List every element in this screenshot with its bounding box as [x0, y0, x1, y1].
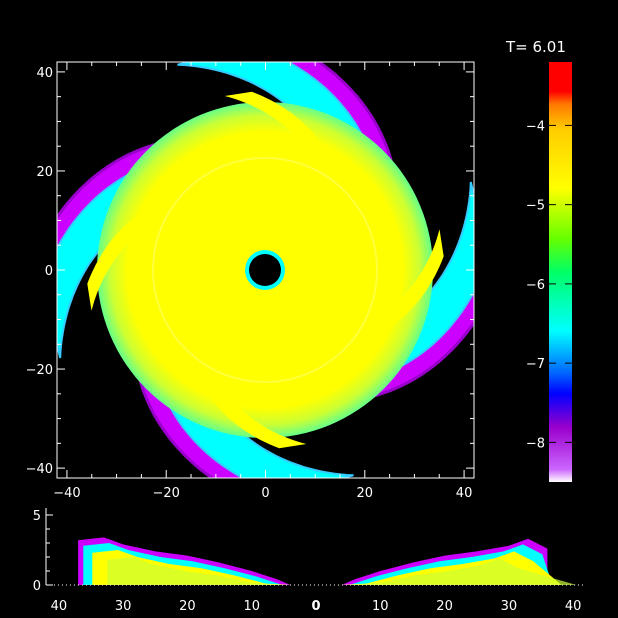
side-x-tick-label: 30 — [501, 599, 518, 614]
side-x-tick-label: 0 — [311, 599, 320, 614]
spiral-arm-core — [188, 317, 307, 449]
side-x-tick-labels: 40 30 20 10 0 10 20 30 40 — [51, 599, 582, 614]
colorbar: T= 6.01 −4 −5 −6 −7 −8 — [505, 38, 572, 482]
y-tick-label: −40 — [26, 462, 53, 477]
side-y-tick-label: 0 — [33, 579, 41, 594]
y-tick-label: 40 — [36, 66, 53, 81]
side-x-tick-label: 40 — [565, 599, 582, 614]
colorbar-tick-label: −7 — [526, 357, 545, 372]
x-tick-label: −20 — [152, 486, 179, 501]
spiral-arm-core — [224, 91, 343, 223]
main-ticks — [57, 62, 474, 478]
x-tick-label: 20 — [357, 486, 374, 501]
x-tick-label: 0 — [261, 486, 269, 501]
time-label: T= 6.01 — [505, 38, 566, 56]
main-panel: −40 −20 0 20 40 −40 −20 0 20 40 — [26, 61, 475, 501]
side-profile — [78, 537, 577, 585]
profile-inner — [107, 557, 577, 585]
colorbar-tick-label: −8 — [526, 436, 545, 451]
side-axes — [45, 508, 586, 586]
colorbar-tick-label: −4 — [526, 119, 545, 134]
disk-image — [57, 62, 474, 478]
side-panel: 40 30 20 10 0 10 20 30 40 05 — [33, 508, 586, 614]
x-tick-label: −40 — [53, 486, 80, 501]
colorbar-tick-label: −5 — [526, 199, 545, 214]
side-x-tick-label: 10 — [372, 599, 389, 614]
side-y-tick-labels: 05 — [33, 509, 41, 594]
colorbar-gradient — [549, 62, 572, 482]
side-x-tick-label: 30 — [115, 599, 132, 614]
spiral-arm-core — [312, 229, 444, 348]
side-x-tick-label: 10 — [243, 599, 260, 614]
y-tick-label: 20 — [36, 165, 53, 180]
side-x-tick-label: 40 — [51, 599, 68, 614]
side-x-tick-label: 20 — [179, 599, 196, 614]
y-tick-label: −20 — [26, 363, 53, 378]
side-y-tick-label: 5 — [33, 509, 41, 524]
colorbar-tick-labels: −4 −5 −6 −7 −8 — [526, 119, 545, 451]
inner-hole — [249, 254, 281, 286]
colorbar-ticks — [549, 124, 572, 443]
spiral-arm-core — [87, 192, 219, 311]
y-tick-label: 0 — [45, 264, 53, 279]
main-y-tick-labels: −40 −20 0 20 40 — [26, 66, 53, 477]
x-tick-label: 40 — [456, 486, 473, 501]
side-x-tick-label: 20 — [436, 599, 453, 614]
colorbar-tick-label: −6 — [526, 278, 545, 293]
main-x-tick-labels: −40 −20 0 20 40 — [53, 486, 472, 501]
